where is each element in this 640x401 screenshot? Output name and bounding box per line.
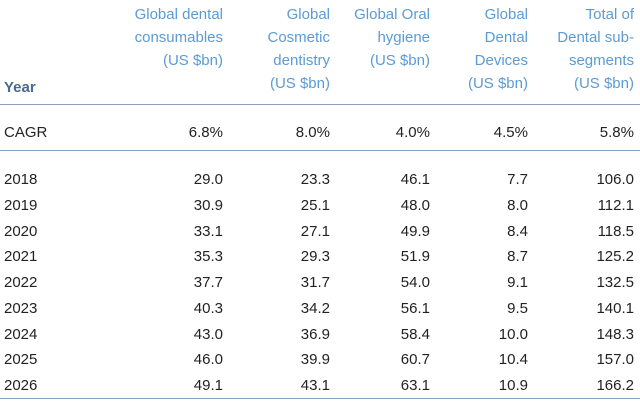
year-row-cell: 63.1 <box>400 377 430 394</box>
year-row-label: 2019 <box>4 196 38 214</box>
column-header: (US $bn) <box>269 75 330 92</box>
year-row-label: 2021 <box>4 248 38 266</box>
column-header: hygiene <box>377 29 430 46</box>
year-row-cell: 49.9 <box>400 222 430 240</box>
year-row-label: 2022 <box>4 274 38 291</box>
year-row-cell: 31.7 <box>300 274 330 291</box>
year-row-label: 2023 <box>4 299 38 317</box>
year-row-cell: 60.7 <box>400 351 430 369</box>
year-row-cell: 30.9 <box>193 196 223 214</box>
cagr-cell: 5.8% <box>599 124 634 141</box>
year-row-label: 2026 <box>4 377 38 394</box>
year-row-cell: 166.2 <box>596 377 634 394</box>
year-row-cell: 25.1 <box>300 196 330 214</box>
year-row-cell: 46.1 <box>400 171 430 188</box>
year-row-cell: 27.1 <box>300 222 330 240</box>
year-row-cell: 112.1 <box>597 196 634 214</box>
column-header: Global dental <box>134 6 223 23</box>
year-row-cell: 43.1 <box>300 377 330 394</box>
column-header: Global <box>484 6 528 23</box>
column-header: Global <box>286 6 330 23</box>
year-row-cell: 46.0 <box>193 351 223 369</box>
column-header: Devices <box>474 52 528 69</box>
year-row-label: 2018 <box>4 171 38 188</box>
year-row-cell: 9.5 <box>507 299 528 317</box>
column-header: (US $bn) <box>573 75 634 92</box>
cagr-rule <box>0 150 640 151</box>
year-row-cell: 8.4 <box>507 222 528 240</box>
header-rule <box>0 104 640 105</box>
year-row-cell: 8.0 <box>507 196 528 214</box>
year-row-cell: 10.0 <box>498 325 528 343</box>
cagr-cell: 4.0% <box>395 124 430 141</box>
column-header: Global Oral <box>354 6 430 23</box>
year-row-cell: 23.3 <box>300 171 330 188</box>
year-row-cell: 49.1 <box>193 377 223 394</box>
column-header: (US $bn) <box>162 52 223 69</box>
cagr-cell: 6.8% <box>188 124 223 141</box>
column-header: consumables <box>134 29 223 46</box>
year-row-cell: 36.9 <box>300 325 330 343</box>
year-row-cell: 29.3 <box>300 248 330 266</box>
year-row-cell: 34.2 <box>300 299 330 317</box>
year-row-label: 2020 <box>4 222 38 240</box>
year-row-cell: 51.9 <box>400 248 430 266</box>
year-row-cell: 29.0 <box>193 171 223 188</box>
column-header: Dental sub- <box>557 29 634 46</box>
year-row-cell: 157.0 <box>596 351 634 369</box>
year-row-cell: 125.2 <box>596 248 634 266</box>
year-row-label: 2025 <box>4 351 38 369</box>
year-row-cell: 7.7 <box>507 171 528 188</box>
column-header: dentistry <box>273 52 330 69</box>
year-row-cell: 56.1 <box>400 299 430 317</box>
year-row-cell: 148.3 <box>596 325 634 343</box>
year-row-cell: 106.0 <box>596 171 634 188</box>
year-row-cell: 35.3 <box>193 248 223 266</box>
column-header: (US $bn) <box>369 52 430 69</box>
year-row-cell: 10.4 <box>498 351 528 369</box>
year-row-label: 2024 <box>4 325 38 343</box>
year-header: Year <box>4 79 36 96</box>
year-row-cell: 48.0 <box>400 196 430 214</box>
cagr-label: CAGR <box>4 124 48 141</box>
year-row-cell: 140.1 <box>596 299 634 317</box>
year-row-cell: 10.9 <box>498 377 528 394</box>
year-row-cell: 9.1 <box>507 274 528 291</box>
bottom-rule <box>0 398 640 399</box>
column-header: (US $bn) <box>467 75 528 92</box>
year-row-cell: 54.0 <box>400 274 430 291</box>
year-row-cell: 33.1 <box>193 222 223 240</box>
column-header: Dental <box>484 29 528 46</box>
year-row-cell: 132.5 <box>596 274 634 291</box>
year-row-cell: 43.0 <box>193 325 223 343</box>
column-header: Total of <box>585 6 634 23</box>
cagr-cell: 4.5% <box>493 124 528 141</box>
column-header: Cosmetic <box>267 29 330 46</box>
year-row-cell: 40.3 <box>193 299 223 317</box>
year-row-cell: 58.4 <box>400 325 430 343</box>
year-row-cell: 118.5 <box>597 222 634 240</box>
year-row-cell: 8.7 <box>507 248 528 266</box>
year-row-cell: 39.9 <box>300 351 330 369</box>
year-row-cell: 37.7 <box>193 274 223 291</box>
column-header: segments <box>568 52 634 69</box>
cagr-cell: 8.0% <box>295 124 330 141</box>
